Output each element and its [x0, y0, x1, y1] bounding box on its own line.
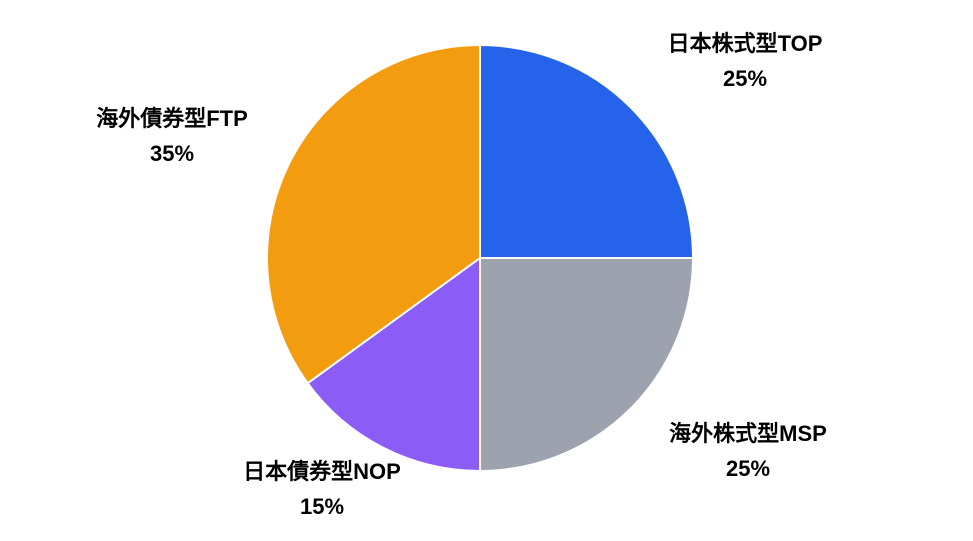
pie-slice: [479, 43, 695, 259]
slice-value-label: 35%: [150, 141, 194, 166]
pie-slice: [479, 257, 695, 473]
slice-label: 日本株式型TOP: [668, 31, 823, 56]
slice-value-label: 25%: [726, 456, 770, 481]
slice-label: 海外債券型FTP: [96, 106, 248, 131]
slice-value-label: 15%: [300, 494, 344, 519]
pie-slice: [266, 43, 481, 385]
slice-value-label: 25%: [723, 66, 767, 91]
slice-label: 海外株式型MSP: [669, 421, 827, 446]
pie-slice: [306, 256, 481, 473]
slice-label: 日本債券型NOP: [243, 459, 401, 484]
